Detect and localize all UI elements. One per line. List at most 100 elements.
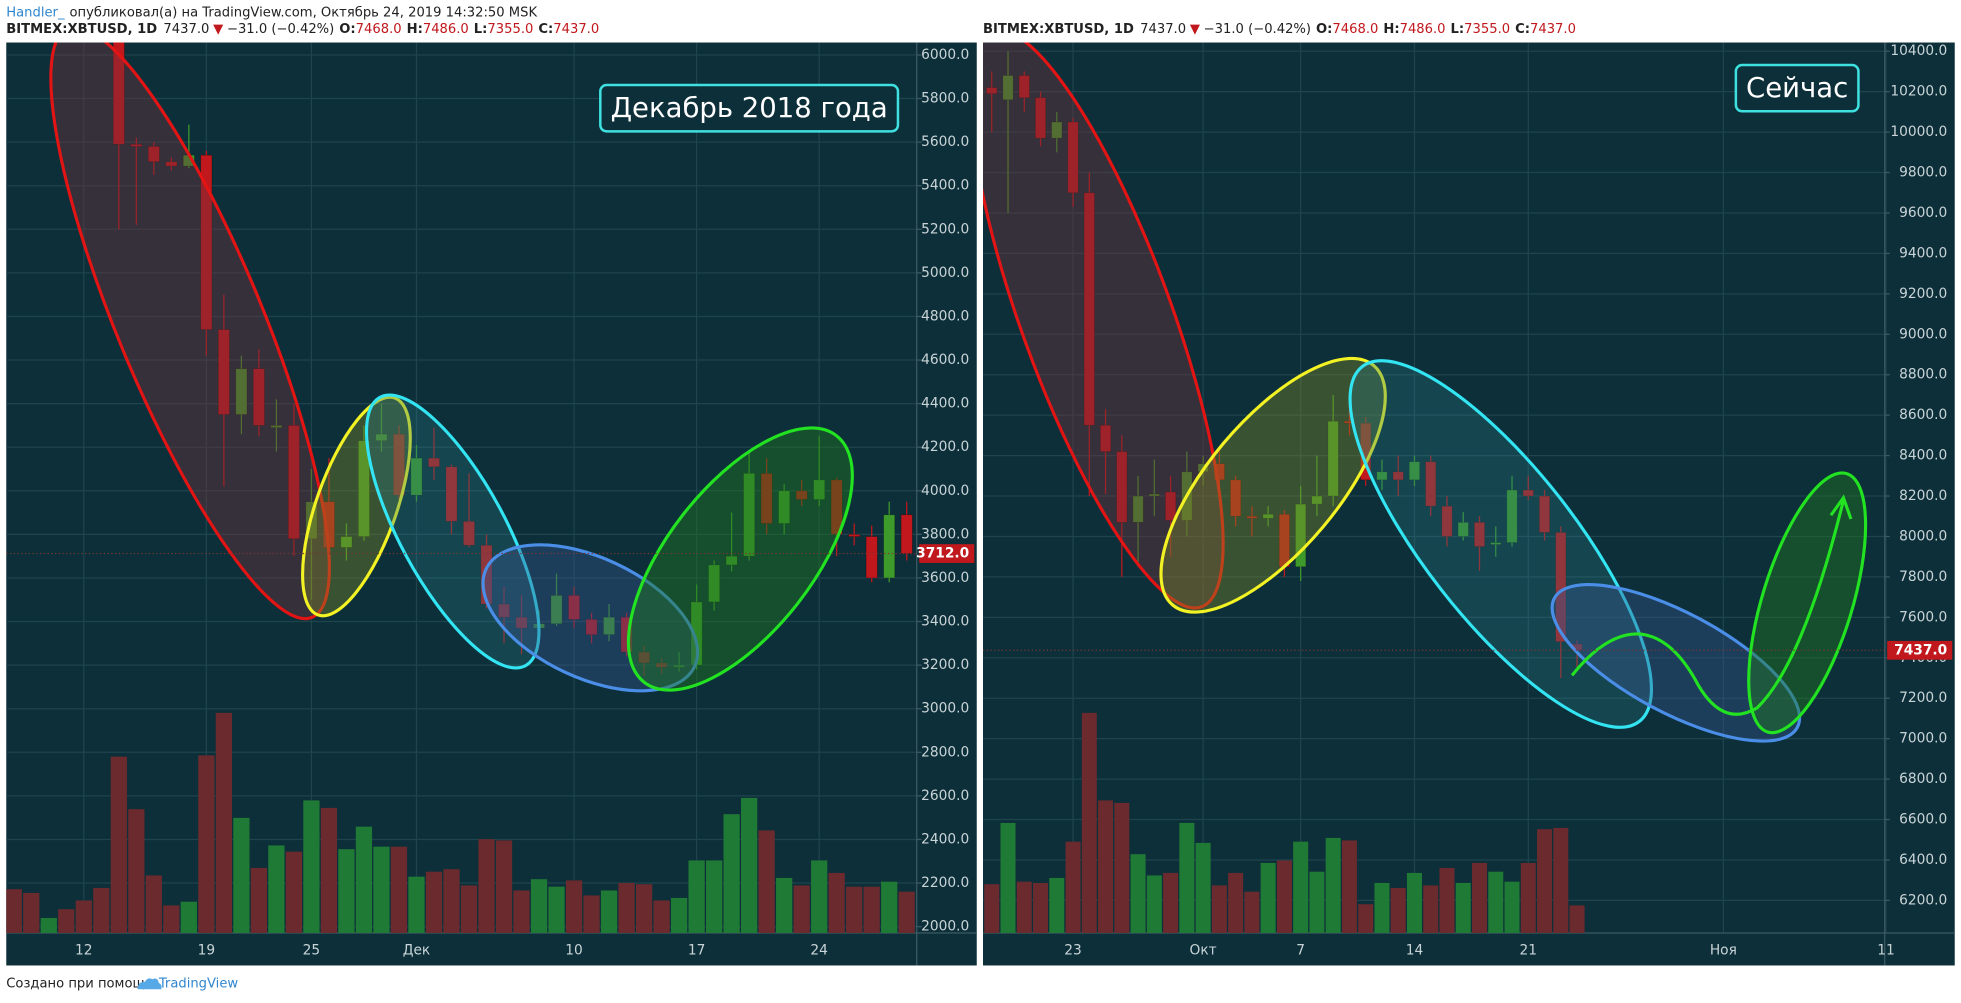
candle-body — [217, 329, 230, 415]
x-tick-label: 10 — [565, 942, 583, 958]
y-tick-label: 10400.0 — [1890, 43, 1947, 59]
volume-bar — [1276, 860, 1292, 933]
publish-line: Handler_ опубликовал(а) на TradingView.co… — [6, 5, 537, 20]
y-tick-label: 9800.0 — [1899, 165, 1947, 181]
candle-body — [428, 457, 440, 468]
ellipse — [983, 42, 1225, 610]
arrow: ▼ — [1190, 21, 1201, 36]
volume-bar — [145, 875, 162, 933]
volume-bar — [355, 826, 373, 933]
candle-body — [830, 479, 843, 535]
candle-body — [287, 425, 300, 540]
arrow: ▼ — [213, 21, 224, 36]
y-tick-label: 3800.0 — [921, 526, 969, 542]
ohlc-value: 7355.0 — [487, 21, 533, 36]
candle-body — [235, 368, 248, 415]
symbol-line: BITMEX:XBTUSD, 1D 7437.0 ▼ −31.0 (−0.42%) O:… — [6, 21, 599, 36]
volume-bar — [1293, 841, 1309, 933]
author[interactable]: Handler_ — [6, 5, 65, 20]
volume-bar — [811, 860, 828, 933]
volume-bar — [758, 830, 775, 933]
y-tick-label: 6800.0 — [1899, 771, 1947, 787]
candle-body — [498, 603, 510, 618]
candle-body — [603, 616, 615, 635]
ohlc-value: 7468.0 — [356, 21, 402, 36]
brand-logo[interactable] — [137, 978, 162, 990]
candle-body — [1018, 75, 1030, 99]
ohlc-key: L: — [1451, 21, 1465, 36]
y-tick-label: 9600.0 — [1899, 205, 1947, 221]
y-tick-label: 3200.0 — [921, 657, 969, 673]
candle-body — [1506, 489, 1518, 543]
change: −31.0 (−0.42%) — [227, 21, 334, 36]
volume-bar — [1098, 800, 1114, 933]
candle-body — [986, 87, 998, 94]
volume-bar — [1260, 862, 1276, 933]
y-tick-label: 4800.0 — [921, 308, 969, 324]
volume-bar — [338, 849, 355, 933]
volume-bar — [565, 880, 583, 933]
y-tick-label: 7200.0 — [1899, 690, 1947, 706]
volume-bar — [1146, 875, 1162, 933]
candle-body — [655, 662, 668, 668]
candle-body — [1490, 542, 1502, 545]
candle-body — [1473, 522, 1486, 547]
y-tick-label: 9400.0 — [1899, 245, 1947, 261]
volume-bar — [1341, 840, 1357, 933]
volume-bar — [110, 756, 127, 933]
volume-bar — [390, 846, 408, 933]
volume-bar — [828, 872, 845, 933]
x-tick-label: 23 — [1064, 942, 1082, 958]
candle-body — [1262, 513, 1274, 519]
y-tick-label: 2400.0 — [921, 831, 969, 847]
x-tick-label: 19 — [198, 942, 216, 958]
y-tick-label: 3600.0 — [921, 570, 969, 586]
volume-bar — [670, 897, 688, 933]
volume-bar — [1423, 885, 1439, 933]
y-tick-label: 8800.0 — [1899, 367, 1947, 383]
y-tick-label: 7800.0 — [1899, 569, 1947, 585]
volume-bar — [1033, 882, 1049, 933]
symbol: BITMEX:XBTUSD, 1D — [983, 21, 1134, 36]
y-tick-label: 9000.0 — [1899, 326, 1947, 342]
volume-bar — [1325, 837, 1341, 933]
volume-bar — [1049, 877, 1065, 933]
plot — [984, 51, 1585, 933]
volume-bar — [1553, 827, 1569, 933]
ohlc-value: 7486.0 — [423, 21, 469, 36]
candle-body — [165, 161, 178, 167]
candle-body — [1392, 471, 1404, 481]
volume-bar — [1000, 822, 1016, 933]
candle-body — [375, 433, 388, 441]
y-tick-label: 2200.0 — [921, 875, 969, 891]
volume-bar — [1374, 882, 1390, 933]
candle-body — [410, 457, 423, 496]
last-price-label: 7437.0 — [1894, 642, 1947, 658]
volume-bar — [1537, 829, 1553, 933]
candle-body — [1295, 503, 1307, 568]
candle-body — [1539, 495, 1551, 533]
y-tick-label: 8400.0 — [1899, 448, 1947, 464]
ellipse — [1747, 471, 1868, 735]
brand-link[interactable]: TradingView — [158, 977, 239, 992]
volume-bar — [268, 845, 285, 933]
candle-body — [340, 536, 353, 548]
y-tick-label: 10200.0 — [1890, 84, 1947, 100]
y-tick-label: 2600.0 — [921, 788, 969, 804]
candle-body — [445, 466, 458, 522]
volume-bar — [58, 909, 75, 933]
volume-bar — [1016, 881, 1032, 933]
volume-bar — [128, 809, 145, 933]
arrow-head — [1829, 494, 1853, 520]
volume-bar — [1569, 905, 1585, 933]
ellipse — [49, 42, 331, 621]
candle-body — [620, 616, 633, 653]
x-tick-label: Дек — [403, 942, 431, 958]
candle-body — [743, 473, 756, 557]
candle-body — [1213, 463, 1225, 481]
y-tick-label: 5800.0 — [921, 91, 969, 107]
ohlc-key: L: — [474, 21, 488, 36]
volume-bar — [1179, 822, 1195, 933]
